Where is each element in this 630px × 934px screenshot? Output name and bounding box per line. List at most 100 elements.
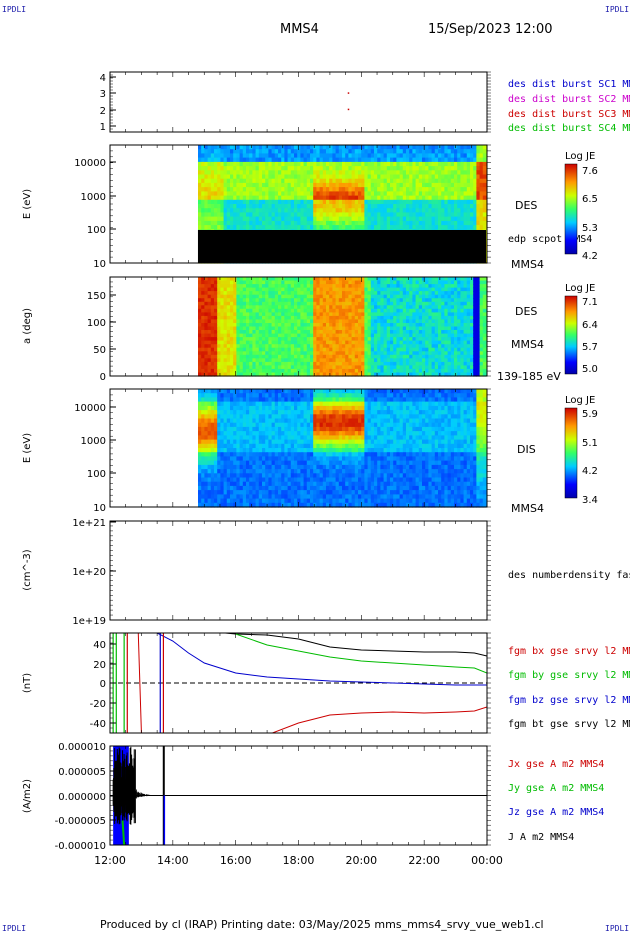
y-axis-title: E (eV)	[22, 189, 33, 219]
energy-range-label: 139-185 eV	[497, 370, 561, 383]
ytick-label: 1e+20	[72, 567, 106, 578]
scpot-label: edp scpot MMS4	[508, 234, 593, 245]
density-legend: des numberdensity fast M	[508, 570, 630, 581]
cbar2-tick-2: 5.7	[582, 342, 598, 353]
colorbar-1	[564, 163, 578, 255]
ytick-label: 1000	[81, 436, 106, 447]
cbar1-tick-3: 4.2	[582, 251, 598, 262]
des-craft-label: MMS4	[511, 258, 544, 271]
dis-label: DIS	[517, 443, 536, 456]
series-#cc0000	[270, 706, 487, 733]
cbar3-tick-3: 3.4	[582, 495, 598, 506]
spacecraft-title: MMS4	[280, 22, 319, 37]
cbar2-tick-1: 6.4	[582, 320, 598, 331]
series-#000000	[172, 633, 487, 657]
y-axis-title: (cm^-3)	[22, 549, 33, 590]
legend-jz: Jz gse A m2 MMS4	[508, 807, 605, 818]
legend-sc4: des dist burst SC4 MMS4	[508, 123, 630, 134]
cbar3-tick-2: 4.2	[582, 466, 598, 477]
cbar1-tick-2: 5.3	[582, 223, 598, 234]
xtick-label: 12:00	[94, 854, 126, 867]
panel-frame-0	[109, 71, 488, 133]
xtick-label: 14:00	[157, 854, 189, 867]
ytick-label: 100	[87, 318, 106, 329]
dis-craft-label: MMS4	[511, 502, 544, 515]
legend-sc2: des dist burst SC2 MMS2	[508, 94, 630, 105]
cbar1-tick-0: 7.6	[582, 166, 598, 177]
scpot-band	[197, 230, 486, 263]
cbar3-title: Log JE	[565, 395, 596, 406]
cbar3-tick-1: 5.1	[582, 438, 598, 449]
ytick-label: -0.000005	[55, 816, 106, 827]
xtick-label: 16:00	[220, 854, 252, 867]
current-lines	[110, 746, 487, 846]
ytick-label: 150	[87, 291, 106, 302]
ytick-label: 4	[100, 73, 106, 84]
ytick-label: 10	[93, 503, 106, 514]
ytick-label: 0	[100, 679, 106, 690]
ytick-label: 0.000000	[58, 792, 106, 803]
ytick-label: 0.000005	[58, 767, 106, 778]
ytick-label: -0.000010	[55, 841, 106, 852]
ytick-label: 1e+21	[72, 518, 106, 529]
des-pa-craft-label: MMS4	[511, 338, 544, 351]
bx-early	[137, 633, 142, 733]
panel-frame-4	[109, 520, 488, 621]
ytick-label: 10	[93, 259, 106, 270]
ytick-label: 1	[100, 122, 106, 133]
ytick-label: 50	[93, 345, 106, 356]
corner-logo-bottom-right: IPDLI	[605, 924, 630, 933]
corner-logo-bottom-left: IPDLI	[2, 924, 27, 933]
y-axis-title: (A/m2)	[22, 779, 33, 813]
ytick-label: 0	[100, 372, 106, 383]
des-label: DES	[515, 199, 538, 212]
cbar1-tick-1: 6.5	[582, 194, 598, 205]
ytick-label: 20	[93, 660, 106, 671]
des-pa-label: DES	[515, 305, 538, 318]
ytick-label: 100	[87, 469, 106, 480]
cbar2-tick-3: 5.0	[582, 364, 598, 375]
footer-text: Produced by cl (IRAP) Printing date: 03/…	[100, 918, 544, 931]
des-energy-spectrogram	[197, 145, 487, 264]
y-axis-title: (nT)	[22, 673, 33, 693]
legend-jx: Jx gse A m2 MMS4	[508, 759, 605, 770]
legend-by: fgm by gse srvy l2 MMS4	[508, 670, 630, 681]
legend-j: J A m2 MMS4	[508, 832, 575, 843]
ytick-label: -20	[90, 699, 106, 710]
series-#0000cc	[156, 633, 487, 686]
ytick-label: 2	[100, 106, 106, 117]
cbar2-tick-0: 7.1	[582, 297, 598, 308]
y-axis-title: E (eV)	[22, 433, 33, 463]
ytick-label: 10000	[74, 158, 106, 169]
ytick-label: 40	[93, 640, 106, 651]
ytick-label: 100	[87, 225, 106, 236]
ytick-label: 0.000010	[58, 742, 106, 753]
legend-sc1: des dist burst SC1 MMS1	[508, 79, 630, 90]
cbar2-title: Log JE	[565, 283, 596, 294]
ytick-label: 10000	[74, 403, 106, 414]
colorbar-3	[564, 407, 578, 499]
datetime-title: 15/Sep/2023 12:00	[428, 22, 553, 37]
bfield-lines	[110, 633, 487, 733]
ytick-label: 1e+19	[72, 616, 106, 627]
ytick-label: 1000	[81, 192, 106, 203]
xtick-label: 20:00	[345, 854, 377, 867]
des-pitch-angle-spectrogram	[198, 277, 487, 377]
dis-energy-spectrogram	[198, 389, 487, 508]
ytick-label: 3	[100, 89, 106, 100]
series-#00bb00	[235, 633, 487, 674]
ytick-label: -40	[90, 719, 106, 730]
corner-logo-top-right: IPDLI	[605, 5, 630, 14]
sc-point	[347, 108, 350, 111]
corner-logo-top-left: IPDLI	[2, 5, 27, 14]
xtick-label: 00:00	[471, 854, 503, 867]
legend-bx: fgm bx gse srvy l2 MMS4	[508, 646, 630, 657]
xtick-label: 22:00	[408, 854, 440, 867]
colorbar-2	[564, 295, 578, 375]
cbar1-title: Log JE	[565, 151, 596, 162]
y-axis-title: a (deg)	[22, 308, 33, 344]
xtick-label: 18:00	[283, 854, 315, 867]
sc-point	[347, 92, 350, 94]
legend-jy: Jy gse A m2 MMS4	[508, 783, 605, 794]
